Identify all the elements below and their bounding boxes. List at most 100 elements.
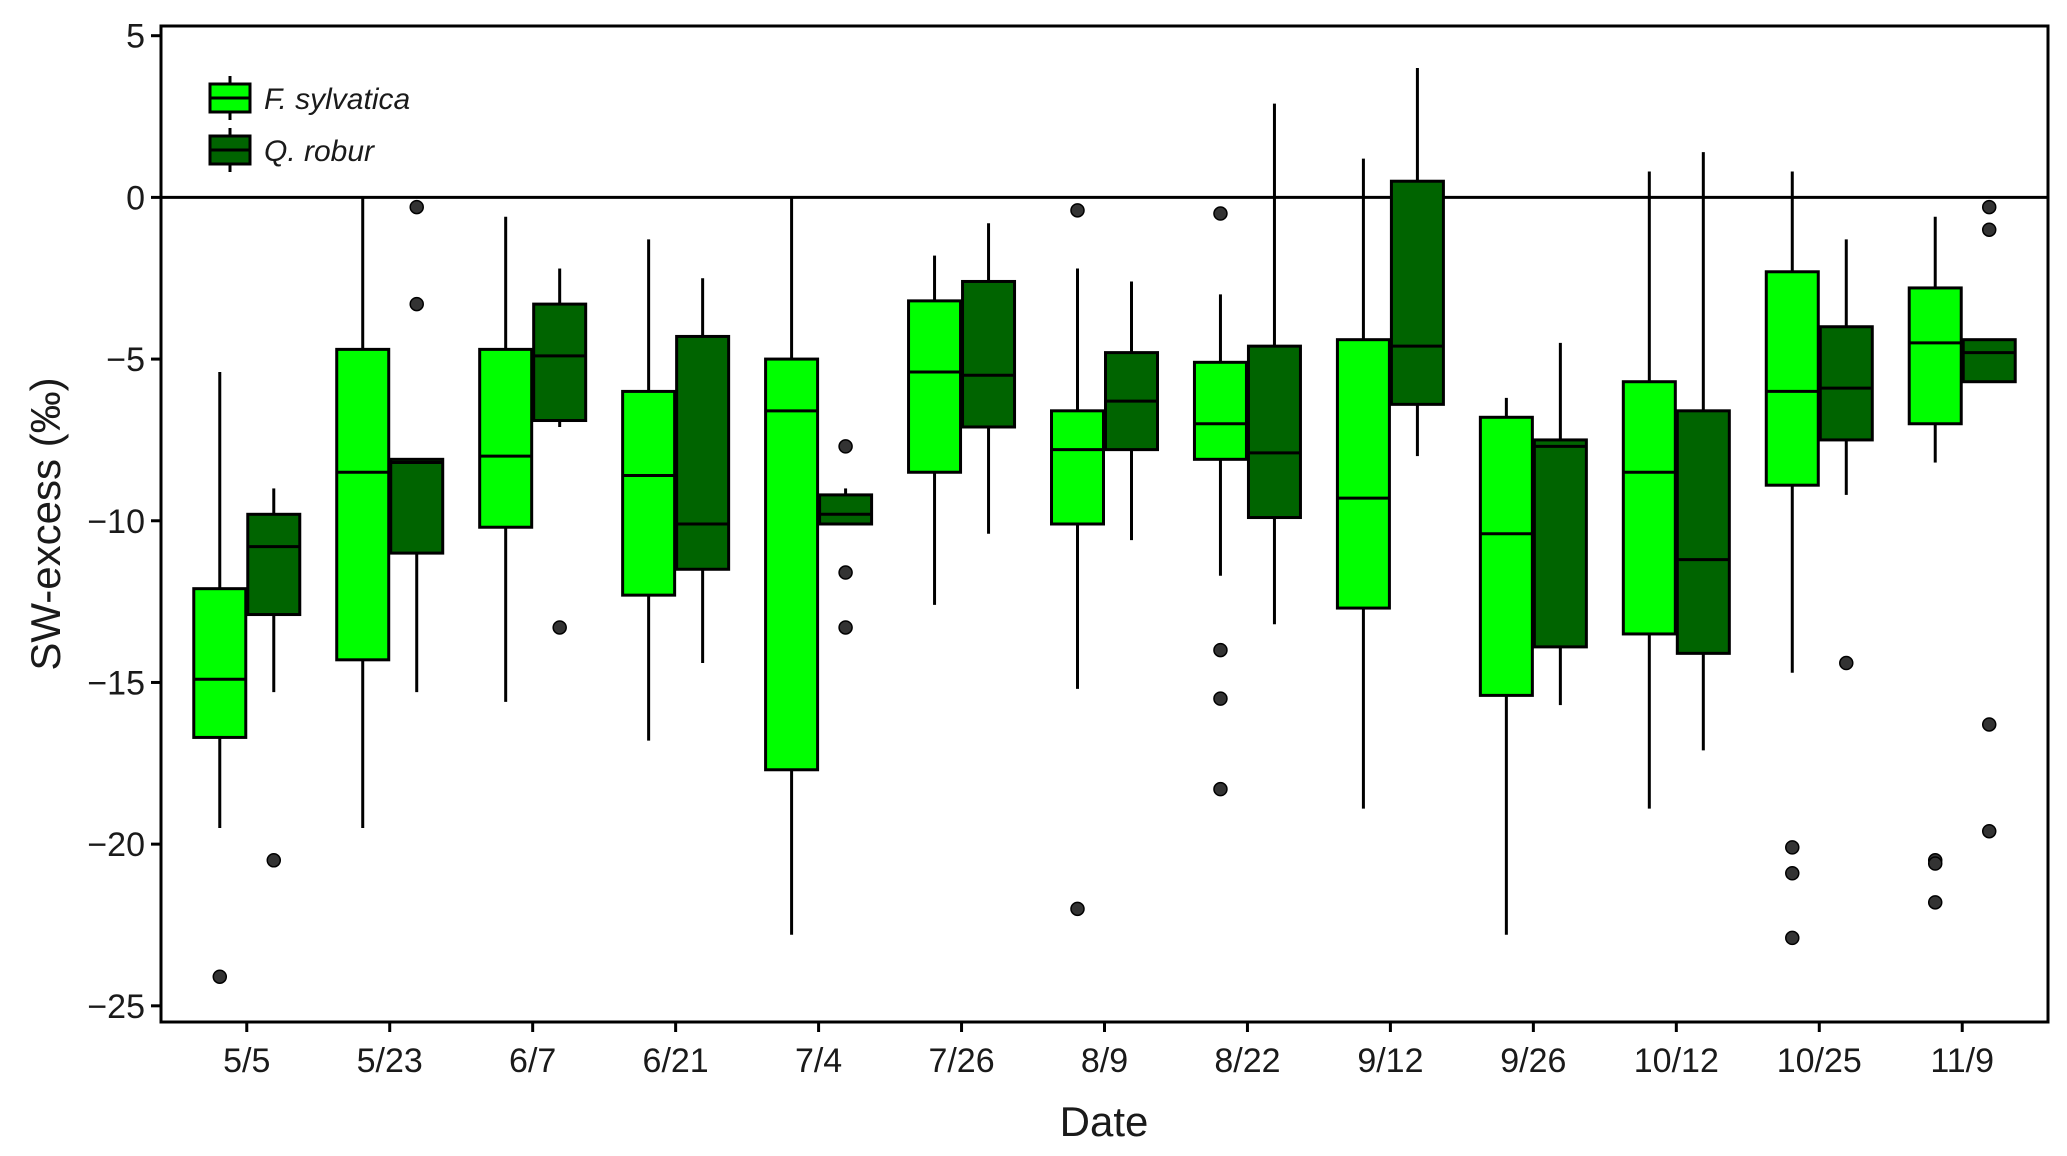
box-q-robur xyxy=(961,223,1017,534)
y-tick-label: −5 xyxy=(106,341,145,379)
x-tick-label: 8/9 xyxy=(1081,1042,1128,1080)
box-iqr xyxy=(1907,286,1963,426)
x-tick-label: 6/7 xyxy=(509,1042,556,1080)
box-f-sylvatica xyxy=(1478,397,1534,935)
y-axis-title: SW-excess (‰) xyxy=(22,377,69,670)
outlier-point xyxy=(409,199,424,215)
x-tick-label: 5/23 xyxy=(357,1042,423,1080)
box-q-robur xyxy=(1532,342,1588,706)
x-tick-label: 7/4 xyxy=(795,1042,842,1080)
box-q-robur xyxy=(818,439,874,635)
box-iqr xyxy=(764,357,820,772)
outlier-point xyxy=(1213,691,1228,706)
outlier-point xyxy=(552,620,567,635)
box-iqr xyxy=(621,389,677,597)
box-q-robur xyxy=(1104,281,1159,541)
box-iqr xyxy=(1764,270,1820,487)
legend-label: Q. robur xyxy=(264,135,375,168)
box-q-robur xyxy=(1818,239,1874,671)
box-iqr xyxy=(192,587,248,739)
outlier-point xyxy=(1981,222,1997,237)
y-tick-label: 0 xyxy=(126,179,145,217)
outlier-point xyxy=(1785,840,1800,855)
outlier-point xyxy=(1839,655,1854,671)
box-q-robur xyxy=(246,488,302,868)
box-iqr xyxy=(1818,325,1874,442)
outlier-point xyxy=(1981,717,1997,732)
y-tick-label: −20 xyxy=(87,826,145,864)
box-iqr xyxy=(1478,415,1534,697)
x-tick-label: 9/26 xyxy=(1500,1042,1566,1080)
box-iqr xyxy=(1675,409,1731,655)
y-tick-label: −15 xyxy=(87,664,145,702)
box-q-robur xyxy=(1389,68,1445,457)
y-tick-label: −25 xyxy=(87,988,145,1026)
outlier-point xyxy=(1981,199,1997,215)
box-f-sylvatica xyxy=(907,255,963,605)
x-tick-label: 8/22 xyxy=(1214,1042,1280,1080)
y-tick-label: −10 xyxy=(87,503,145,541)
box-f-sylvatica xyxy=(1764,171,1820,946)
legend: F. sylvatica Q. robur xyxy=(208,76,410,172)
box-f-sylvatica xyxy=(621,239,677,741)
box-iqr xyxy=(1050,409,1105,526)
box-groups xyxy=(192,68,2017,984)
box-iqr xyxy=(1389,179,1445,406)
x-axis-title: Date xyxy=(1060,1098,1149,1145)
box-iqr xyxy=(1532,438,1588,649)
x-tick-label: 7/26 xyxy=(928,1042,994,1080)
x-tick-label: 10/12 xyxy=(1634,1042,1719,1080)
box-f-sylvatica xyxy=(335,197,391,828)
box-q-robur xyxy=(532,268,588,635)
outlier-point xyxy=(1927,856,1943,871)
outlier-point xyxy=(409,296,424,312)
box-f-sylvatica xyxy=(764,197,820,935)
box-f-sylvatica xyxy=(192,372,248,984)
box-q-robur xyxy=(389,199,445,693)
box-iqr xyxy=(1335,338,1391,610)
box-iqr xyxy=(1192,360,1248,461)
outlier-point xyxy=(1213,206,1228,221)
outlier-point xyxy=(1213,781,1228,797)
outlier-point xyxy=(838,565,853,580)
outlier-point xyxy=(838,439,853,454)
x-tick-label: 6/21 xyxy=(643,1042,709,1080)
outlier-point xyxy=(1927,895,1943,910)
box-iqr xyxy=(1621,380,1677,636)
outlier-point xyxy=(838,620,853,635)
box-f-sylvatica xyxy=(1192,206,1248,797)
box-iqr xyxy=(1961,338,2017,384)
outlier-point xyxy=(1785,930,1800,946)
box-f-sylvatica xyxy=(478,216,534,702)
outlier-point xyxy=(1981,823,1997,839)
box-iqr xyxy=(532,302,588,423)
outlier-point xyxy=(212,969,228,984)
box-q-robur xyxy=(1961,199,2017,839)
x-tick-label: 5/5 xyxy=(223,1042,270,1080)
x-tick-label: 10/25 xyxy=(1777,1042,1862,1080)
outlier-point xyxy=(1785,865,1800,881)
box-iqr xyxy=(389,457,445,555)
box-q-robur xyxy=(1675,152,1731,751)
outlier-point xyxy=(1070,901,1085,917)
x-tick-label: 11/9 xyxy=(1930,1042,1994,1080)
box-iqr xyxy=(818,493,874,526)
y-tick-label: 5 xyxy=(126,18,145,56)
box-q-robur xyxy=(675,278,731,664)
x-tick-label: 9/12 xyxy=(1357,1042,1423,1080)
x-axis: 5/5 5/23 6/7 6/21 7/4 7/26 8/9 8/22 9/12 9/26 10/1… xyxy=(223,1022,1994,1080)
box-iqr xyxy=(907,299,963,474)
legend-label: F. sylvatica xyxy=(264,83,410,116)
box-f-sylvatica xyxy=(1907,216,1963,910)
outlier-point xyxy=(1070,203,1085,218)
box-iqr xyxy=(1246,344,1302,520)
box-iqr xyxy=(675,334,731,571)
box-iqr xyxy=(961,279,1017,429)
box-q-robur xyxy=(1246,103,1302,625)
box-f-sylvatica xyxy=(1050,203,1105,917)
outlier-point xyxy=(1213,642,1228,658)
box-iqr xyxy=(335,347,391,662)
box-iqr xyxy=(246,512,302,617)
box-f-sylvatica xyxy=(1335,158,1391,809)
